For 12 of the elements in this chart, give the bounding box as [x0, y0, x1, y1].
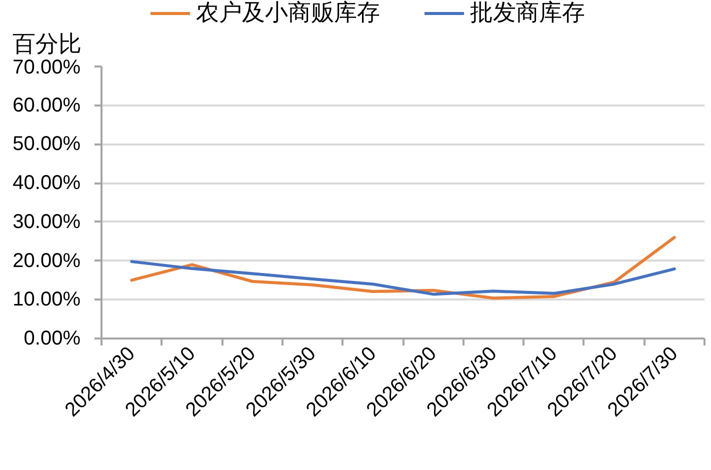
legend-label: 农户及小商贩库存 [196, 0, 380, 27]
y-tick-label: 0.00% [24, 328, 81, 350]
y-tick-label: 40.00% [12, 172, 81, 194]
y-tick-label: 60.00% [12, 94, 81, 116]
y-tick-label: 50.00% [12, 133, 81, 156]
legend-label: 批发商库存 [470, 0, 585, 27]
y-axis-title: 百分比 [12, 30, 82, 56]
y-tick-label: 30.00% [12, 210, 81, 233]
y-tick-label: 70.00% [12, 56, 81, 78]
line-series [130, 260, 676, 296]
y-tick-label: 10.00% [12, 288, 81, 311]
y-tick-label: 20.00% [12, 250, 81, 272]
